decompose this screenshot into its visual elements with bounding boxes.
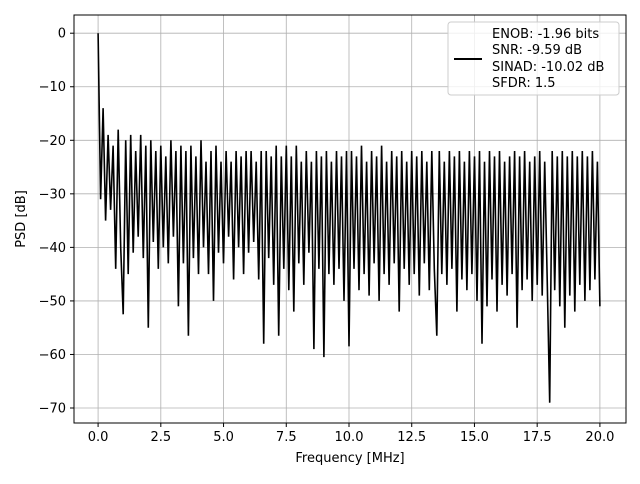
y-tick-label: −30 [39,187,66,202]
y-tick-label: −40 [39,241,66,256]
ticks: 0.0 2.5 5.0 7.5 10.0 12.5 15.0 17.5 20.0 0 −10 −20 −… [39,27,615,445]
y-tick-label: 0 [58,27,66,42]
legend: ENOB: -1.96 bits SNR: -9.59 dB SINAD: -1… [447,21,620,96]
x-tick-label: 20.0 [585,430,614,445]
plot-area [97,33,601,403]
legend-sinad: SINAD: -10.02 dB [492,60,604,75]
x-tick-label: 7.5 [276,430,297,445]
psd-series-line [97,33,601,403]
x-tick-label: 10.0 [335,430,364,445]
y-tick-label: −70 [39,402,66,417]
legend-enob: ENOB: -1.96 bits [492,27,599,42]
y-tick-label: −20 [39,134,66,149]
x-tick-label: 5.0 [213,430,234,445]
x-tick-label: 15.0 [460,430,489,445]
axes-frame [73,14,627,424]
legend-sfdr: SFDR: 1.5 [492,76,556,91]
x-tick-label: 12.5 [397,430,426,445]
y-tick-label: −50 [39,294,66,309]
x-tick-label: 0.0 [88,430,109,445]
x-axis-label: Frequency [MHz] [295,451,404,466]
x-tick-label: 2.5 [150,430,171,445]
x-tick-label: 17.5 [523,430,552,445]
legend-snr: SNR: -9.59 dB [492,43,582,58]
y-tick-label: −10 [39,80,66,95]
legend-box [447,21,620,96]
y-axis-label: PSD [dB] [14,190,29,248]
y-tick-label: −60 [39,348,66,363]
